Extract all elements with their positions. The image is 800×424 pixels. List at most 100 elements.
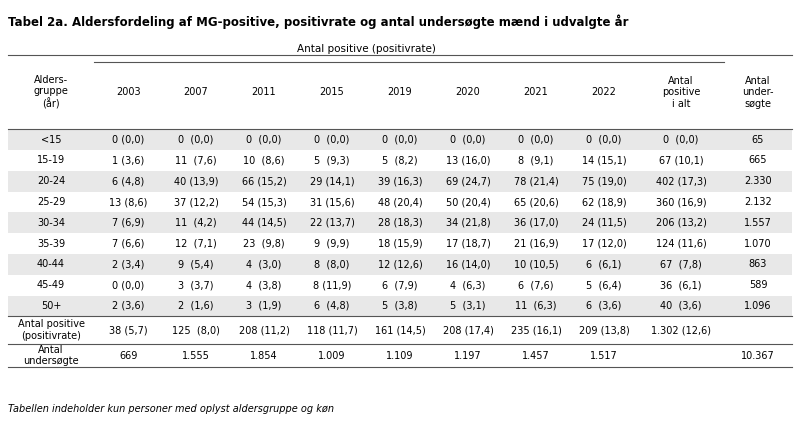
Text: 67 (10,1): 67 (10,1) — [658, 156, 703, 165]
Text: 48 (20,4): 48 (20,4) — [378, 197, 422, 207]
Text: 54 (15,3): 54 (15,3) — [242, 197, 286, 207]
Text: 12 (12,6): 12 (12,6) — [378, 259, 422, 269]
Text: 4  (3,0): 4 (3,0) — [246, 259, 282, 269]
Text: 125  (8,0): 125 (8,0) — [172, 325, 220, 335]
Text: 7 (6,9): 7 (6,9) — [112, 218, 144, 228]
Text: 0  (0,0): 0 (0,0) — [518, 135, 554, 145]
Text: 14 (15,1): 14 (15,1) — [582, 156, 626, 165]
Text: 0 (0,0): 0 (0,0) — [112, 280, 144, 290]
FancyBboxPatch shape — [8, 296, 792, 316]
Text: Antal positive
(positivrate): Antal positive (positivrate) — [18, 319, 85, 341]
Text: 235 (16,1): 235 (16,1) — [510, 325, 562, 335]
Text: 13 (16,0): 13 (16,0) — [446, 156, 490, 165]
Text: 6  (7,6): 6 (7,6) — [518, 280, 554, 290]
Text: 2  (1,6): 2 (1,6) — [178, 301, 214, 311]
Text: 10 (10,5): 10 (10,5) — [514, 259, 558, 269]
Text: Tabel 2a. Aldersfordeling af MG-positive, positivrate og antal undersøgte mænd i: Tabel 2a. Aldersfordeling af MG-positive… — [8, 15, 629, 29]
Text: 4  (3,8): 4 (3,8) — [246, 280, 282, 290]
Text: 6  (4,8): 6 (4,8) — [314, 301, 350, 311]
Text: 665: 665 — [749, 156, 767, 165]
Text: 209 (13,8): 209 (13,8) — [578, 325, 630, 335]
Text: 2 (3,6): 2 (3,6) — [112, 301, 144, 311]
Text: 37 (12,2): 37 (12,2) — [174, 197, 218, 207]
Text: 0  (0,0): 0 (0,0) — [450, 135, 486, 145]
Text: 0  (0,0): 0 (0,0) — [314, 135, 350, 145]
Text: Tabellen indeholder kun personer med oplyst aldersgruppe og køn: Tabellen indeholder kun personer med opl… — [8, 404, 334, 414]
Text: 40 (13,9): 40 (13,9) — [174, 176, 218, 186]
Text: 36 (17,0): 36 (17,0) — [514, 218, 558, 228]
Text: 2011: 2011 — [252, 87, 276, 97]
Text: Antal positive (positivrate): Antal positive (positivrate) — [297, 44, 435, 54]
Text: 2020: 2020 — [456, 87, 480, 97]
Text: 360 (16,9): 360 (16,9) — [656, 197, 706, 207]
Text: 65: 65 — [752, 135, 764, 145]
Text: 1.096: 1.096 — [744, 301, 772, 311]
Text: 23  (9,8): 23 (9,8) — [243, 239, 285, 248]
Text: 1.070: 1.070 — [744, 239, 772, 248]
Text: 50+: 50+ — [41, 301, 62, 311]
Text: 6  (7,9): 6 (7,9) — [382, 280, 418, 290]
Text: 1.517: 1.517 — [590, 351, 618, 360]
Text: 17 (12,0): 17 (12,0) — [582, 239, 626, 248]
Text: 20-24: 20-24 — [37, 176, 65, 186]
Text: 0  (0,0): 0 (0,0) — [663, 135, 698, 145]
Text: 1 (3,6): 1 (3,6) — [112, 156, 144, 165]
Text: 5  (6,4): 5 (6,4) — [586, 280, 622, 290]
Text: 12  (7,1): 12 (7,1) — [175, 239, 217, 248]
Text: 4  (6,3): 4 (6,3) — [450, 280, 486, 290]
Text: 40-44: 40-44 — [37, 259, 65, 269]
Text: 2019: 2019 — [388, 87, 412, 97]
Text: 5  (9,3): 5 (9,3) — [314, 156, 350, 165]
Text: 44 (14,5): 44 (14,5) — [242, 218, 286, 228]
Text: 39 (16,3): 39 (16,3) — [378, 176, 422, 186]
Text: 2.330: 2.330 — [744, 176, 772, 186]
Text: 18 (15,9): 18 (15,9) — [378, 239, 422, 248]
Text: 2007: 2007 — [184, 87, 209, 97]
Text: 2003: 2003 — [116, 87, 141, 97]
Text: 7 (6,6): 7 (6,6) — [112, 239, 144, 248]
Text: 0  (0,0): 0 (0,0) — [382, 135, 418, 145]
Text: 0 (0,0): 0 (0,0) — [112, 135, 144, 145]
Text: 2015: 2015 — [320, 87, 344, 97]
Text: 208 (11,2): 208 (11,2) — [238, 325, 290, 335]
Text: 36  (6,1): 36 (6,1) — [660, 280, 702, 290]
Text: 589: 589 — [749, 280, 767, 290]
Text: 118 (11,7): 118 (11,7) — [306, 325, 358, 335]
FancyBboxPatch shape — [8, 212, 792, 233]
Text: 38 (5,7): 38 (5,7) — [109, 325, 147, 335]
Text: 5  (8,2): 5 (8,2) — [382, 156, 418, 165]
Text: 2.132: 2.132 — [744, 197, 772, 207]
Text: 11  (4,2): 11 (4,2) — [175, 218, 217, 228]
Text: 5  (3,8): 5 (3,8) — [382, 301, 418, 311]
Text: 69 (24,7): 69 (24,7) — [446, 176, 490, 186]
Text: 21 (16,9): 21 (16,9) — [514, 239, 558, 248]
Text: 669: 669 — [119, 351, 138, 360]
Text: 66 (15,2): 66 (15,2) — [242, 176, 286, 186]
FancyBboxPatch shape — [8, 171, 792, 192]
Text: 1.854: 1.854 — [250, 351, 278, 360]
Text: 62 (18,9): 62 (18,9) — [582, 197, 626, 207]
Text: 11  (6,3): 11 (6,3) — [515, 301, 557, 311]
Text: 8 (11,9): 8 (11,9) — [313, 280, 351, 290]
Text: 35-39: 35-39 — [37, 239, 65, 248]
Text: 75 (19,0): 75 (19,0) — [582, 176, 626, 186]
Text: Antal
undersøgte: Antal undersøgte — [23, 345, 79, 366]
Text: 6  (6,1): 6 (6,1) — [586, 259, 622, 269]
Text: 1.557: 1.557 — [744, 218, 772, 228]
FancyBboxPatch shape — [8, 129, 792, 150]
Text: 2 (3,4): 2 (3,4) — [112, 259, 144, 269]
Text: 0  (0,0): 0 (0,0) — [178, 135, 214, 145]
Text: 28 (18,3): 28 (18,3) — [378, 218, 422, 228]
Text: 161 (14,5): 161 (14,5) — [374, 325, 426, 335]
Text: 1.197: 1.197 — [454, 351, 482, 360]
Text: 15-19: 15-19 — [37, 156, 65, 165]
Text: 206 (13,2): 206 (13,2) — [655, 218, 706, 228]
Text: 0  (0,0): 0 (0,0) — [246, 135, 282, 145]
Text: Antal
under-
søgte: Antal under- søgte — [742, 75, 774, 109]
Text: 5  (3,1): 5 (3,1) — [450, 301, 486, 311]
Text: 31 (15,6): 31 (15,6) — [310, 197, 354, 207]
Text: 2021: 2021 — [523, 87, 548, 97]
Text: 863: 863 — [749, 259, 767, 269]
Text: 16 (14,0): 16 (14,0) — [446, 259, 490, 269]
Text: 3  (1,9): 3 (1,9) — [246, 301, 282, 311]
